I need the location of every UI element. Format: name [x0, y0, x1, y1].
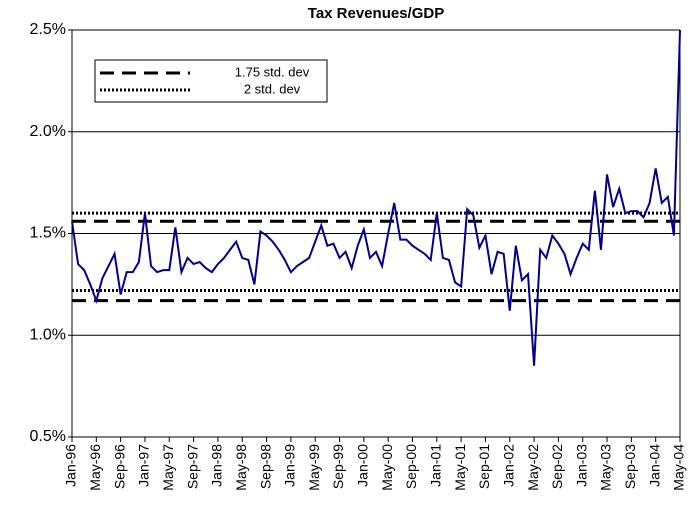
x-tick-label: Sep-02	[549, 444, 565, 489]
x-tick-label: Jan-96	[63, 444, 79, 487]
y-tick-label: 0.5%	[30, 428, 66, 445]
x-tick-label: May-00	[379, 444, 395, 491]
x-tick-label: Sep-96	[111, 444, 127, 489]
x-tick-label: Jan-98	[209, 444, 225, 487]
y-tick-label: 1.5%	[30, 225, 66, 242]
x-tick-label: Sep-01	[476, 444, 492, 489]
x-tick-label: May-02	[525, 444, 541, 491]
x-tick-label: Jan-02	[500, 444, 516, 487]
x-tick-label: Sep-00	[403, 444, 419, 489]
x-tick-label: May-99	[306, 444, 322, 491]
y-tick-label: 2.0%	[30, 123, 66, 140]
x-tick-label: Jan-97	[136, 444, 152, 487]
x-tick-label: May-96	[87, 444, 103, 491]
x-tick-label: May-03	[598, 444, 614, 491]
x-tick-label: Jan-03	[573, 444, 589, 487]
x-tick-label: Sep-03	[622, 444, 638, 489]
x-tick-label: May-97	[160, 444, 176, 491]
x-tick-label: Sep-97	[184, 444, 200, 489]
chart-title: Tax Revenues/GDP	[308, 5, 444, 22]
y-tick-label: 1.0%	[30, 326, 66, 343]
legend-label: 2 std. dev	[244, 81, 301, 96]
y-tick-label: 2.5%	[30, 21, 66, 38]
x-tick-label: Jan-00	[355, 444, 371, 487]
x-tick-label: May-98	[233, 444, 249, 491]
x-tick-label: Sep-98	[257, 444, 273, 489]
x-tick-label: May-01	[452, 444, 468, 491]
legend-label: 1.75 std. dev	[235, 64, 310, 79]
x-tick-label: Sep-99	[330, 444, 346, 489]
x-tick-label: Jan-99	[282, 444, 298, 487]
x-tick-label: May-04	[671, 444, 687, 491]
legend-box	[94, 59, 328, 103]
x-tick-label: Jan-04	[646, 444, 662, 487]
x-tick-label: Jan-01	[428, 444, 444, 487]
data-line	[71, 29, 681, 366]
